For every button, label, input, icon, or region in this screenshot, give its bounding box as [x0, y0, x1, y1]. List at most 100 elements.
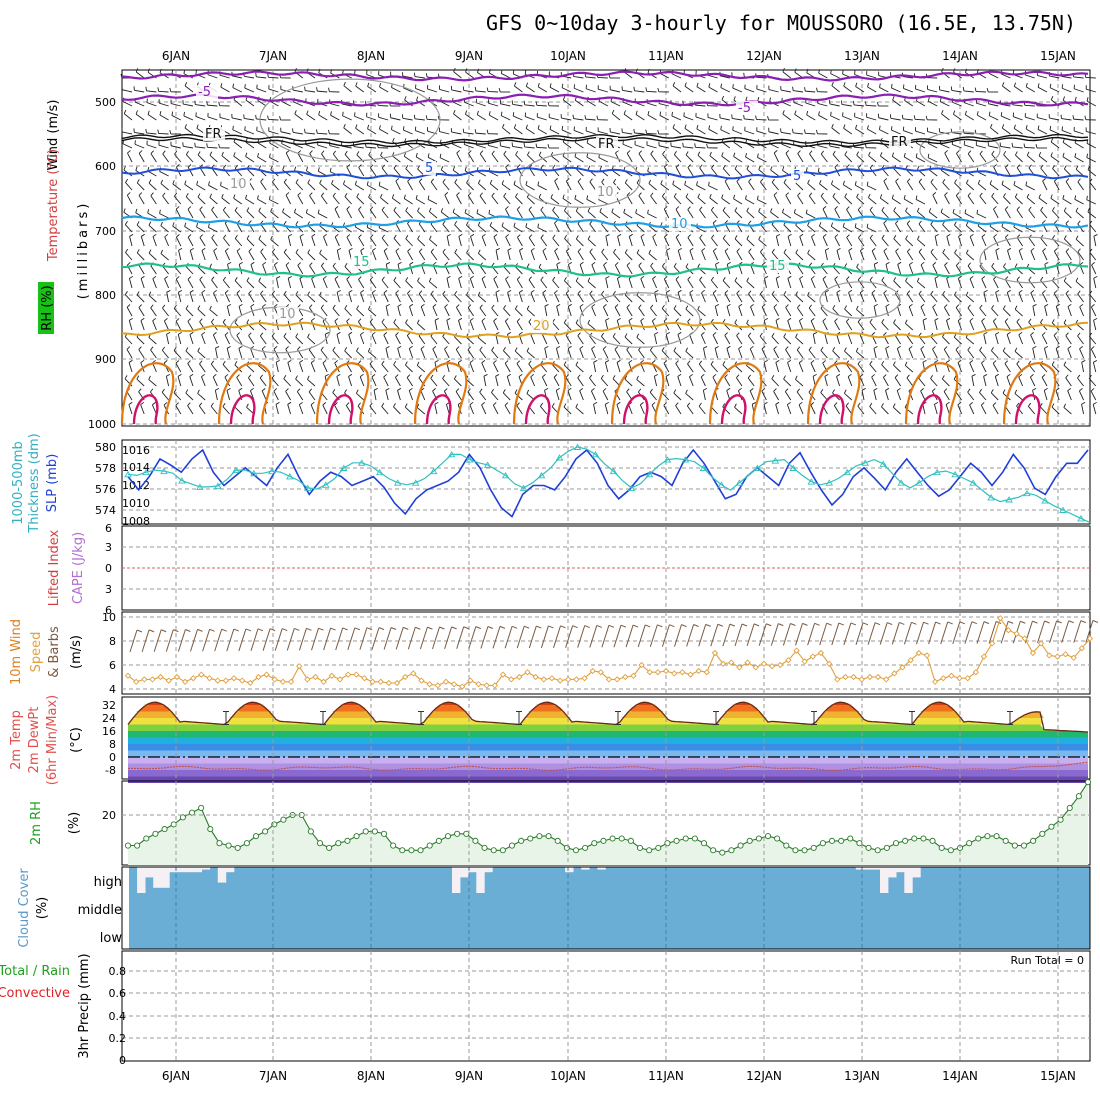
wind-barb [1064, 168, 1072, 177]
wind-barb [269, 142, 279, 149]
wind-barb-feather [222, 360, 226, 365]
wind-barb [385, 306, 389, 317]
wind-barb [1081, 362, 1085, 373]
wind-barb-feather [684, 180, 687, 185]
wind-speed-marker [402, 673, 409, 681]
wind-barb-feather [675, 206, 680, 210]
wind-barb [1028, 209, 1036, 219]
wind-barb [420, 306, 426, 317]
upper-air-frame [121, 69, 1091, 427]
wind-barb [134, 143, 145, 149]
wind-barb [176, 236, 182, 247]
wind-barb-feather [159, 209, 161, 214]
wind-barb-feather [337, 248, 342, 251]
wind-barb-feather [309, 150, 313, 154]
rh2m-marker [426, 842, 433, 849]
wind-barb [944, 195, 950, 205]
wind-barb-feather [320, 262, 325, 267]
wind-barb [1001, 184, 1011, 191]
wind-barb-feather [517, 164, 521, 168]
wind-speed-marker [1046, 652, 1053, 659]
wind-barb [524, 104, 535, 107]
wind-barb [744, 88, 755, 93]
wind-barb-feather [1067, 303, 1072, 307]
wind-barb [640, 236, 645, 247]
wind-barb-feather [1018, 289, 1023, 294]
wind-barb-feather [507, 247, 512, 251]
wind-barb-feather [261, 387, 266, 392]
wind-barb-feather [234, 276, 238, 281]
wind-barb [756, 119, 767, 121]
wind-barb [689, 334, 694, 345]
wind-barb [893, 322, 901, 331]
wind-barb-feather [177, 331, 182, 335]
wind-barb-feather [348, 331, 353, 335]
wind-barb-feather [903, 195, 906, 200]
wind-barb [793, 101, 804, 107]
wind-barb [367, 128, 377, 135]
wind-barb-feather [227, 262, 232, 265]
wind-barb-feather [965, 249, 969, 254]
wind-barb-feather [892, 403, 896, 408]
wind-barb [628, 362, 633, 373]
wind-barb [587, 323, 596, 331]
wind-barb-feather [635, 110, 638, 115]
wind-barb [747, 377, 755, 387]
wind-barb [930, 251, 938, 261]
wind-barb [857, 363, 865, 373]
wind-barb [830, 115, 840, 121]
rh2m-marker [216, 840, 223, 847]
wind-speed-marker [548, 675, 556, 682]
rh2m-marker [1057, 816, 1064, 823]
wind-barb-feather [743, 114, 745, 120]
wind-barb-feather [1067, 387, 1072, 392]
wind-barb-feather [967, 262, 971, 267]
wind-barb-feather [294, 166, 297, 171]
wind-barb-feather [262, 261, 267, 266]
wind-barb-feather [757, 97, 760, 102]
wind-barb-feather [1087, 207, 1090, 213]
wind-barb-feather [1038, 151, 1042, 157]
wind-barb [994, 376, 999, 387]
wind-barb [236, 293, 243, 303]
wind-barb [928, 143, 938, 149]
wind-barb-feather [222, 318, 226, 323]
wind-barb-feather [895, 220, 899, 224]
wind-barb-feather [1003, 263, 1006, 268]
wind-barb-feather [125, 178, 129, 183]
temperature-contours [120, 70, 1089, 425]
wind-barb [783, 336, 792, 345]
wind-barb-feather [197, 151, 201, 156]
wind-barb-feather [507, 373, 511, 377]
rh2m-marker [207, 826, 214, 833]
wind-barb-feather [677, 331, 682, 335]
wind-barb [967, 195, 975, 205]
wind-barb-feather [320, 192, 325, 197]
wind-barb [565, 293, 572, 303]
rh2m-marker [472, 837, 479, 844]
wind-barb [1014, 308, 1023, 317]
wind-barb-feather [184, 124, 187, 129]
surface-wind-barb-feather [959, 621, 965, 625]
rh2m-marker [143, 835, 150, 842]
rh2m-marker [179, 814, 186, 821]
wind-barb [129, 236, 133, 247]
wind-barb-feather [178, 289, 183, 293]
wind-barb-feather [493, 233, 498, 238]
wind-barb-feather [297, 262, 301, 266]
wind-barb [158, 102, 169, 107]
wind-barb-feather [552, 276, 556, 281]
wind-barb-feather [736, 374, 740, 379]
wind-barb [174, 196, 182, 205]
thickness-marker [375, 468, 384, 476]
wind-barb [442, 294, 450, 303]
wind-barb [187, 279, 194, 289]
wind-barb [1006, 376, 1011, 387]
wind-barb [442, 251, 450, 261]
wind-barb-feather [925, 115, 928, 120]
wind-barb [526, 351, 535, 359]
rh2m-marker [755, 835, 762, 842]
wind-barb-feather [128, 359, 133, 363]
wind-barb-feather [209, 305, 212, 310]
